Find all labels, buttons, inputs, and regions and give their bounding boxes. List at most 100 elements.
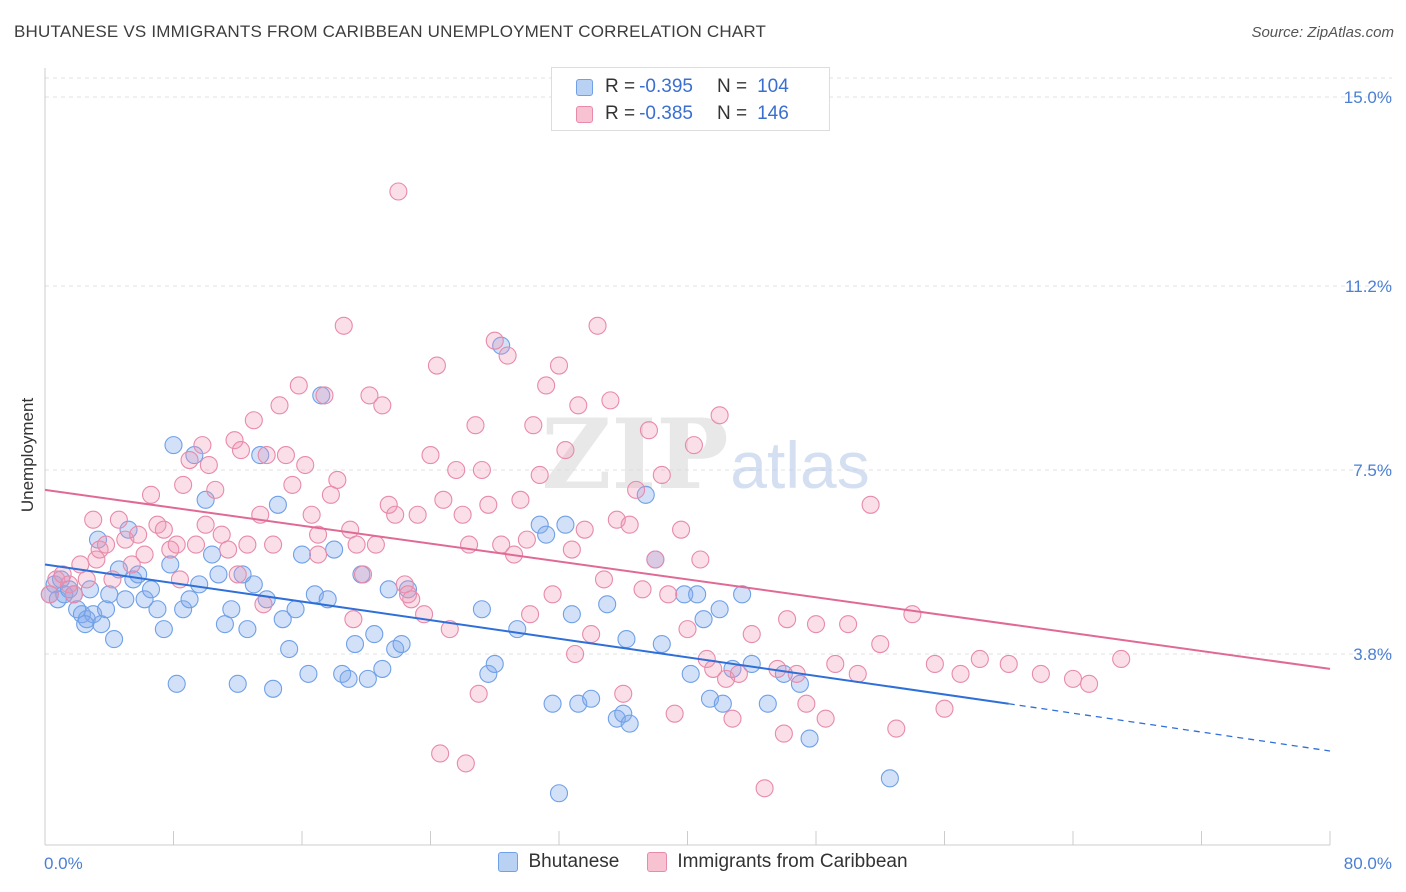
point-caribbean bbox=[1080, 674, 1099, 693]
point-caribbean bbox=[87, 550, 106, 569]
legend-swatch-bhutanese bbox=[498, 852, 519, 872]
point-caribbean bbox=[60, 575, 79, 594]
point-caribbean bbox=[887, 719, 906, 738]
point-caribbean bbox=[537, 376, 556, 395]
point-caribbean bbox=[970, 649, 989, 669]
point-caribbean bbox=[620, 515, 639, 534]
point-caribbean bbox=[386, 505, 405, 524]
point-caribbean bbox=[344, 610, 363, 629]
point-caribbean bbox=[395, 575, 414, 594]
point-caribbean bbox=[334, 316, 353, 335]
point-caribbean bbox=[543, 585, 562, 604]
point-bhutanese bbox=[280, 639, 299, 659]
point-bhutanese bbox=[598, 595, 617, 614]
legend-n-label: N = bbox=[716, 103, 748, 124]
point-caribbean bbox=[228, 565, 247, 584]
point-bhutanese bbox=[398, 580, 418, 599]
point-caribbean bbox=[186, 535, 206, 554]
point-bhutanese bbox=[710, 600, 729, 619]
point-caribbean bbox=[524, 416, 543, 435]
point-caribbean bbox=[53, 565, 72, 584]
point-caribbean bbox=[575, 520, 594, 539]
point-caribbean bbox=[498, 346, 517, 365]
point-bhutanese bbox=[215, 615, 234, 634]
point-bhutanese bbox=[161, 555, 180, 574]
point-caribbean bbox=[627, 480, 646, 499]
point-bhutanese bbox=[299, 664, 318, 683]
trendline-caribbean bbox=[44, 488, 1331, 670]
point-bhutanese bbox=[800, 729, 819, 748]
point-caribbean bbox=[447, 460, 466, 480]
point-caribbean bbox=[238, 535, 257, 554]
point-caribbean bbox=[723, 709, 742, 728]
point-bhutanese bbox=[508, 620, 527, 639]
point-caribbean bbox=[652, 465, 671, 485]
point-caribbean bbox=[296, 455, 315, 475]
legend-r-value: -0.385 bbox=[639, 103, 693, 124]
point-bhutanese bbox=[228, 674, 247, 693]
point-bhutanese bbox=[325, 540, 344, 559]
trendline-bhutanese bbox=[44, 563, 1009, 705]
point-caribbean bbox=[562, 540, 581, 559]
point-caribbean bbox=[254, 595, 273, 614]
legend-label-caribbean: Immigrants from Caribbean bbox=[677, 851, 908, 872]
legend-r-label: R = bbox=[605, 103, 636, 124]
point-caribbean bbox=[925, 654, 944, 673]
stats-legend-row-caribbean: R = -0.385 N = 146 bbox=[576, 102, 789, 126]
point-bhutanese bbox=[196, 490, 215, 509]
point-bhutanese bbox=[530, 515, 549, 534]
point-caribbean bbox=[797, 694, 816, 713]
point-caribbean bbox=[639, 421, 659, 440]
point-bhutanese bbox=[105, 630, 124, 649]
point-caribbean bbox=[588, 316, 607, 335]
legend-n-label: N = bbox=[716, 76, 748, 97]
point-bhutanese bbox=[652, 635, 671, 654]
point-bhutanese bbox=[549, 784, 569, 803]
legend-r-value: -0.395 bbox=[639, 76, 693, 97]
point-caribbean bbox=[64, 585, 83, 604]
point-caribbean bbox=[270, 396, 289, 415]
point-bhutanese bbox=[238, 620, 257, 639]
point-bhutanese bbox=[55, 585, 74, 604]
point-bhutanese bbox=[76, 615, 95, 634]
point-bhutanese bbox=[790, 674, 809, 693]
point-caribbean bbox=[135, 545, 154, 564]
point-caribbean bbox=[431, 744, 450, 763]
point-caribbean bbox=[951, 664, 970, 683]
point-bhutanese bbox=[96, 600, 116, 619]
point-bhutanese bbox=[141, 580, 161, 599]
point-caribbean bbox=[398, 585, 418, 604]
point-caribbean bbox=[469, 684, 488, 703]
x-tick-label: 0.0% bbox=[44, 854, 83, 873]
point-bhutanese bbox=[135, 590, 154, 609]
point-caribbean bbox=[485, 331, 504, 350]
point-caribbean bbox=[684, 436, 703, 455]
point-bhutanese bbox=[318, 590, 337, 609]
point-bhutanese bbox=[174, 600, 193, 619]
point-caribbean bbox=[283, 475, 302, 494]
point-caribbean bbox=[122, 555, 141, 574]
point-caribbean bbox=[861, 495, 880, 514]
point-bhutanese bbox=[620, 714, 639, 733]
point-caribbean bbox=[710, 406, 729, 425]
point-bhutanese bbox=[617, 630, 636, 649]
point-caribbean bbox=[353, 565, 373, 584]
point-caribbean bbox=[154, 520, 173, 539]
x-tick-label: 80.0% bbox=[1344, 854, 1392, 873]
source-label: Source: ZipAtlas.com bbox=[1251, 24, 1394, 41]
point-caribbean bbox=[511, 490, 530, 509]
point-caribbean bbox=[521, 605, 540, 624]
legend-swatch-caribbean bbox=[647, 852, 668, 872]
legend-r-label: R = bbox=[605, 76, 636, 97]
point-caribbean bbox=[193, 436, 212, 455]
point-caribbean bbox=[434, 490, 453, 509]
point-caribbean bbox=[389, 182, 408, 201]
point-bhutanese bbox=[154, 620, 173, 639]
point-caribbean bbox=[594, 570, 614, 589]
point-bhutanese bbox=[373, 659, 392, 678]
point-bhutanese bbox=[60, 580, 79, 599]
point-bhutanese bbox=[379, 580, 398, 599]
point-bhutanese bbox=[713, 694, 732, 713]
stats-legend: R = -0.395 N = 104 R = -0.385 N = 146 bbox=[551, 67, 830, 131]
